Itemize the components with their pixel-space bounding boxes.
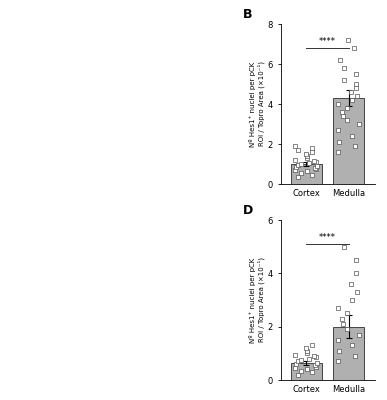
Point: [309, 145, 315, 151]
Point: [293, 164, 299, 170]
Text: ****: ****: [319, 37, 336, 46]
Point: [340, 113, 346, 119]
Point: [351, 45, 357, 51]
Point: [335, 149, 341, 155]
Point: [311, 158, 317, 164]
Point: [292, 157, 298, 163]
Point: [309, 342, 315, 348]
Point: [356, 332, 362, 338]
Point: [305, 356, 312, 362]
Point: [341, 77, 347, 83]
Point: [339, 109, 345, 115]
Point: [349, 297, 355, 303]
Y-axis label: Nº Hes1⁺ nuclei per pCK
ROI / Topro Area (×10⁻¹): Nº Hes1⁺ nuclei per pCK ROI / Topro Area…: [249, 257, 265, 343]
Y-axis label: Nº Hes1⁺ nuclei per pCK
ROI / Topro Area (×10⁻¹): Nº Hes1⁺ nuclei per pCK ROI / Topro Area…: [249, 61, 265, 147]
Point: [336, 139, 342, 145]
Point: [309, 149, 315, 155]
Point: [339, 316, 345, 322]
Point: [353, 257, 359, 263]
Point: [312, 362, 319, 368]
Point: [348, 89, 354, 95]
Point: [348, 281, 354, 287]
Point: [341, 244, 347, 250]
Point: [334, 305, 341, 311]
Point: [344, 105, 350, 111]
Point: [311, 353, 317, 359]
Point: [354, 289, 360, 295]
Point: [295, 147, 301, 153]
Point: [292, 167, 298, 173]
Point: [308, 369, 315, 375]
Point: [354, 93, 360, 99]
Point: [345, 37, 351, 43]
Point: [298, 170, 304, 176]
Point: [353, 81, 359, 87]
Point: [298, 368, 304, 374]
Point: [352, 143, 358, 149]
Point: [313, 163, 320, 169]
Point: [292, 143, 298, 149]
Bar: [333, 98, 364, 184]
Point: [344, 117, 350, 123]
Point: [349, 342, 355, 348]
Point: [313, 159, 319, 165]
Point: [335, 337, 341, 343]
Text: ****: ****: [319, 233, 336, 242]
Point: [335, 358, 341, 364]
Point: [292, 352, 298, 358]
Point: [336, 348, 342, 354]
Point: [352, 353, 358, 359]
Point: [303, 345, 309, 351]
Point: [353, 270, 359, 276]
Point: [293, 361, 299, 367]
Point: [313, 360, 320, 366]
Point: [353, 85, 359, 91]
Point: [312, 165, 319, 171]
Point: [337, 57, 344, 63]
Point: [341, 65, 347, 71]
Point: [313, 364, 319, 370]
Point: [295, 162, 301, 168]
Point: [313, 166, 319, 172]
Point: [303, 151, 309, 157]
Point: [304, 348, 310, 354]
Point: [304, 366, 310, 372]
Bar: [291, 363, 322, 380]
Point: [304, 153, 310, 159]
Point: [308, 172, 315, 178]
Point: [344, 310, 350, 316]
Point: [298, 161, 304, 167]
Point: [305, 160, 312, 166]
Text: B: B: [243, 8, 252, 21]
Point: [334, 101, 341, 107]
Bar: [333, 327, 364, 380]
Point: [340, 321, 346, 327]
Text: D: D: [243, 204, 253, 217]
Point: [298, 357, 304, 363]
Point: [335, 127, 341, 133]
Point: [292, 365, 298, 371]
Point: [356, 121, 362, 127]
Point: [353, 71, 360, 77]
Point: [313, 354, 319, 360]
Point: [303, 155, 310, 161]
Point: [303, 350, 310, 356]
Point: [349, 133, 355, 139]
Point: [344, 326, 350, 332]
Point: [349, 97, 355, 103]
Point: [295, 358, 301, 364]
Bar: [291, 164, 322, 184]
Point: [295, 174, 301, 180]
Point: [304, 168, 310, 174]
Point: [295, 372, 301, 378]
